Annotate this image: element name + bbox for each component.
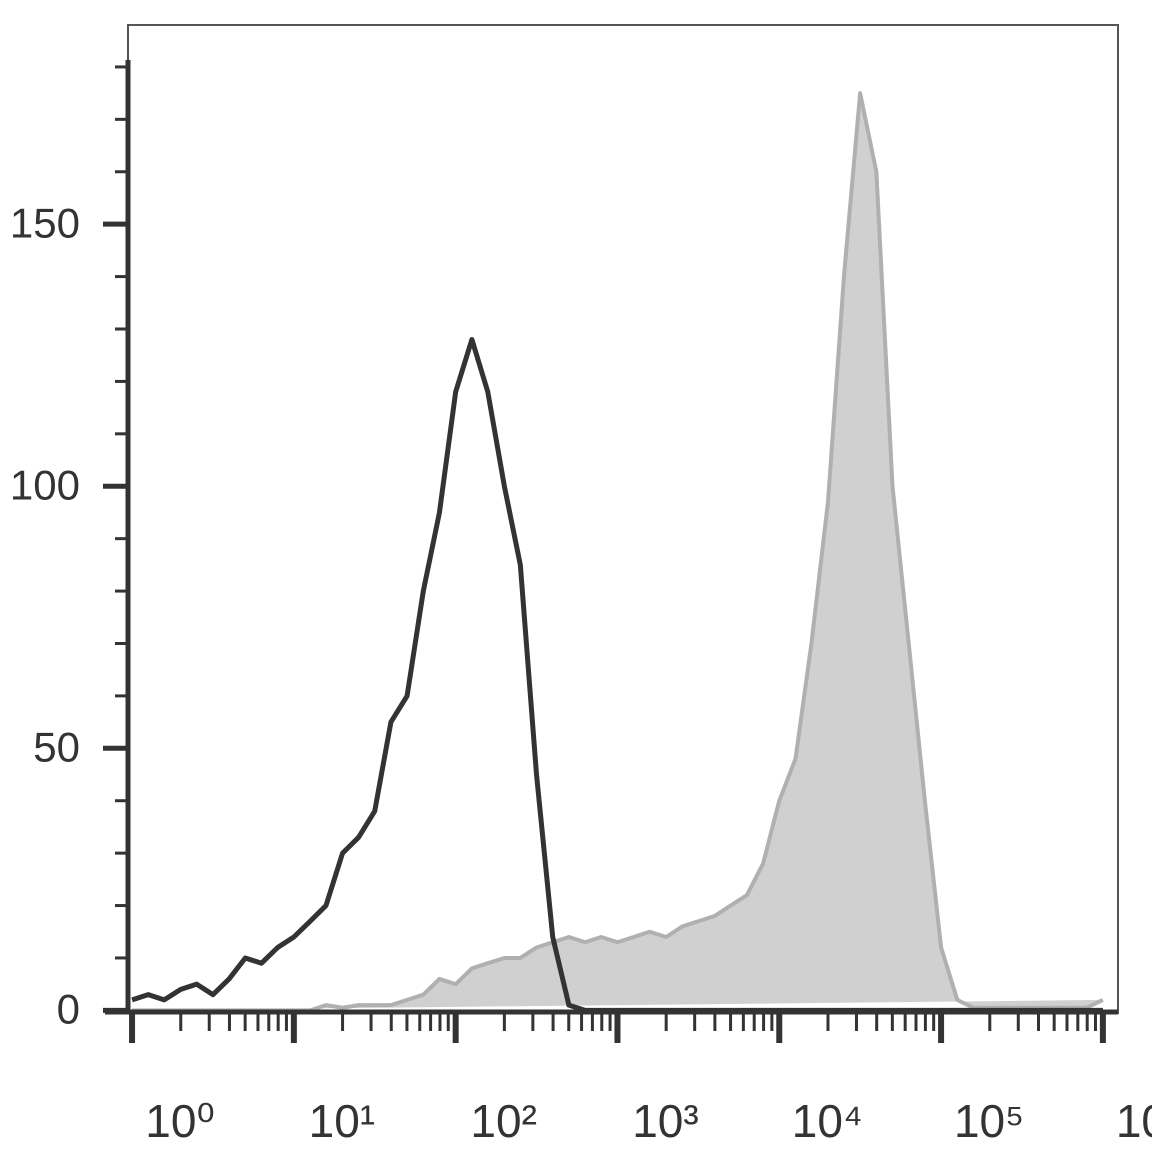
- x-tick-label: 10⁶: [1116, 1095, 1152, 1147]
- plot-frame: [127, 24, 1119, 1014]
- x-tick-label: 10¹: [309, 1095, 375, 1147]
- y-tick-label: 0: [57, 985, 80, 1032]
- x-tick-label: 10⁰: [145, 1095, 215, 1147]
- x-tick-label: 10⁵: [954, 1095, 1024, 1147]
- x-tick-label: 10²: [470, 1095, 536, 1147]
- y-tick-label: 100: [10, 461, 80, 508]
- y-tick-label: 150: [10, 199, 80, 246]
- x-tick-label: 10⁴: [792, 1095, 863, 1147]
- y-tick-label: 50: [33, 723, 80, 770]
- x-tick-label: 10³: [632, 1095, 698, 1147]
- histogram-line: [131, 336, 1103, 1013]
- histogram-area: [132, 91, 1104, 1013]
